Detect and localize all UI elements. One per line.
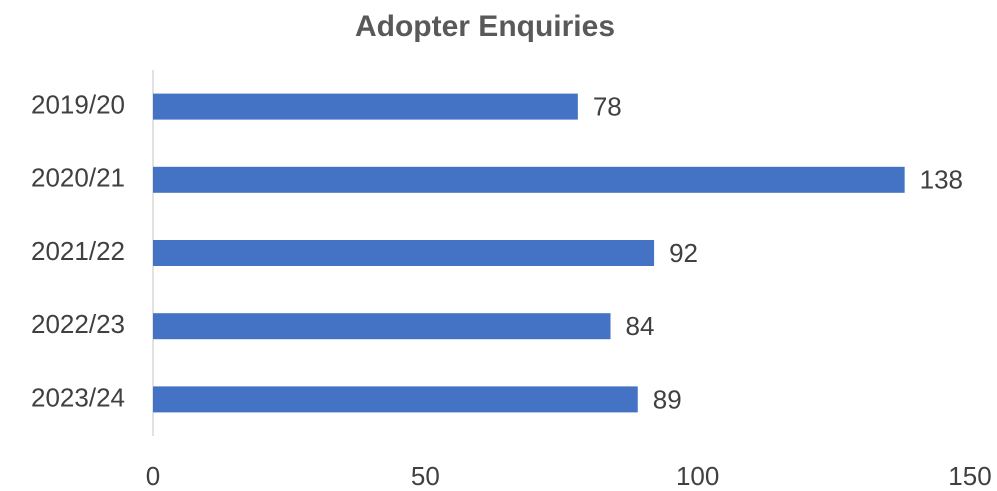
data-label: 92: [669, 238, 698, 268]
x-tick-label: 50: [411, 461, 440, 491]
y-tick-label: 2019/20: [31, 89, 125, 119]
bar: [153, 386, 638, 413]
data-label: 138: [920, 165, 963, 195]
bar: [153, 313, 611, 340]
data-label: 78: [593, 91, 622, 121]
chart-title: Adopter Enquiries: [355, 10, 615, 43]
bar: [153, 93, 578, 120]
y-tick-label: 2023/24: [31, 382, 125, 412]
data-label: 84: [626, 311, 655, 341]
x-tick-label: 100: [676, 461, 719, 491]
x-tick-label: 150: [948, 461, 991, 491]
bar: [153, 166, 905, 193]
data-label: 89: [653, 384, 682, 414]
bar: [153, 240, 655, 266]
y-tick-label: 2022/23: [31, 309, 125, 339]
y-tick-label: 2021/22: [31, 236, 125, 266]
y-tick-label: 2020/21: [31, 163, 125, 193]
x-tick-label: 0: [146, 461, 160, 491]
